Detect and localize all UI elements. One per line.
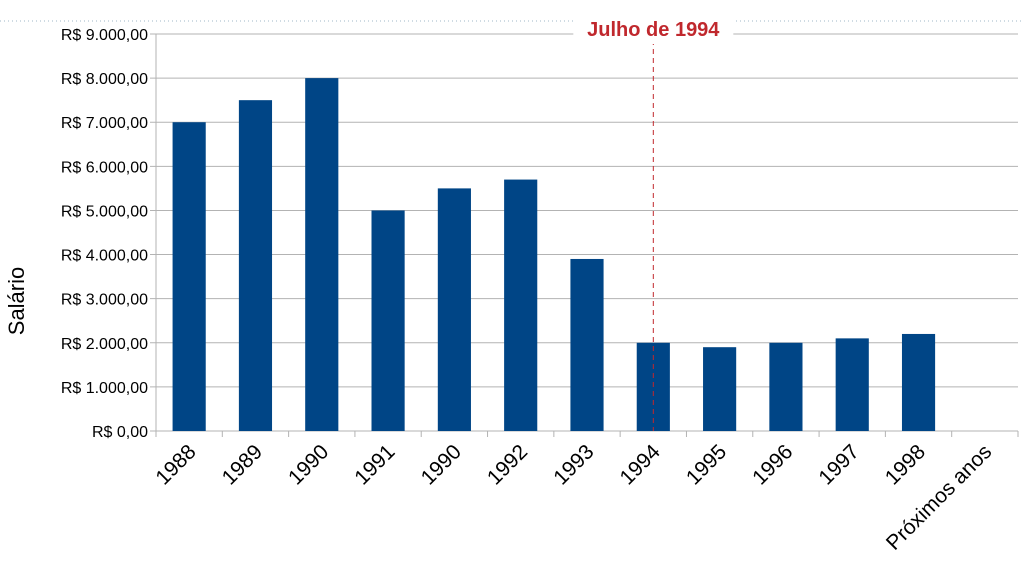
x-tick-label: 1994 bbox=[616, 440, 666, 490]
bar-1997 bbox=[835, 338, 869, 431]
x-tick-label: 1996 bbox=[748, 440, 797, 489]
x-tick-label: 1997 bbox=[814, 440, 863, 489]
annotation-july-1994: Julho de 1994 bbox=[573, 14, 734, 431]
x-tick-label: 1991 bbox=[350, 440, 399, 489]
bar-1996 bbox=[769, 342, 803, 431]
annotation-label-background bbox=[573, 14, 734, 44]
x-tick-labels: 1988 1989 1990 1991 1990 1992 1993 1994 1995 1996… bbox=[151, 440, 996, 555]
x-tick-label: 1989 bbox=[218, 440, 267, 489]
bar-1993 bbox=[570, 258, 604, 431]
y-tick-label: R$ 2.000,00 bbox=[61, 336, 148, 353]
x-tick-label: 1995 bbox=[682, 440, 731, 489]
x-tick-label: 1998 bbox=[881, 440, 930, 489]
x-tick-label: 1990 bbox=[284, 440, 333, 489]
y-tick-label: R$ 5.000,00 bbox=[61, 203, 148, 220]
bar-1995 bbox=[703, 347, 737, 431]
bar-1988 bbox=[172, 122, 206, 431]
y-tick-label: R$ 3.000,00 bbox=[61, 292, 148, 309]
y-axis-label: Salário bbox=[4, 267, 29, 335]
y-tick-label: R$ 0,00 bbox=[92, 424, 148, 441]
bar-1991 bbox=[371, 210, 405, 431]
y-tick-label: R$ 1.000,00 bbox=[61, 380, 148, 397]
bars-group bbox=[172, 78, 936, 432]
bar-1998 bbox=[901, 333, 936, 431]
x-tick-label: 1990 bbox=[417, 440, 466, 489]
x-tick-label: 1992 bbox=[483, 440, 532, 489]
y-tick-labels: R$ 0,00 R$ 1.000,00 R$ 2.000,00 R$ 3.000,00… bbox=[61, 27, 148, 441]
bar-1990 bbox=[437, 188, 471, 431]
y-tick-label: R$ 7.000,00 bbox=[61, 115, 148, 132]
annotation-label: Julho de 1994 bbox=[587, 19, 720, 41]
y-tick-label: R$ 4.000,00 bbox=[61, 248, 148, 265]
bar-1989 bbox=[238, 100, 273, 432]
bar-1990 bbox=[305, 78, 339, 431]
y-tick-label: R$ 8.000,00 bbox=[61, 71, 148, 88]
x-tick-label: 1993 bbox=[549, 440, 598, 489]
y-tick-label: R$ 6.000,00 bbox=[61, 159, 148, 176]
y-tick-label: R$ 9.000,00 bbox=[61, 27, 148, 44]
bar-1992 bbox=[504, 179, 538, 431]
x-tick-label: 1988 bbox=[151, 440, 200, 489]
